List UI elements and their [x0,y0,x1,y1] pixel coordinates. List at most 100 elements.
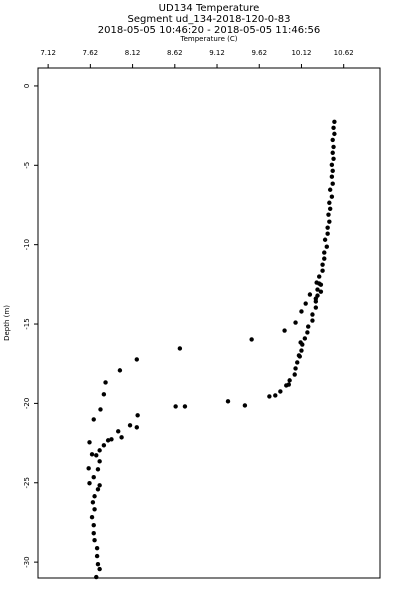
x-tick-label: 8.62 [167,49,183,57]
point [95,467,101,472]
time-range: 2018-05-05 10:46:20 - 2018-05-05 11:46:5… [98,25,320,36]
y-tick-label: -25 [23,477,31,488]
point [92,538,97,543]
point [101,443,107,448]
point [317,274,322,279]
y-tick-label: -10 [23,239,31,250]
y-tick-label: -20 [23,398,31,409]
point [91,475,96,480]
point [95,487,101,492]
point [299,309,304,314]
point [306,324,311,329]
y-tick-label: -15 [23,318,31,329]
point [332,119,337,125]
point [225,399,231,404]
point [296,353,302,358]
point [249,337,254,342]
point [314,280,319,285]
point [322,256,327,261]
point [325,231,330,236]
point [322,237,328,242]
point [303,301,308,306]
point [287,378,292,383]
chart-subtitle: Segment ud_134-2018-120-0-83 [127,14,290,25]
point [90,500,96,505]
point [273,393,278,398]
point [310,318,315,323]
point [286,382,291,387]
point [307,292,313,297]
point [91,522,96,528]
point [134,425,139,430]
point [97,566,102,572]
point [295,360,300,365]
x-tick-label: 9.12 [209,49,225,57]
point [89,515,95,520]
point [320,262,325,267]
point [331,144,336,150]
point [117,368,123,373]
point [94,453,99,458]
point [86,466,91,471]
point [97,483,102,488]
point [315,287,320,292]
point [292,372,297,377]
point [322,250,327,255]
point [94,545,100,551]
point [182,404,188,409]
point [324,244,329,249]
point [135,413,140,418]
point [330,168,335,174]
point [98,407,103,412]
y-tick-label: -30 [23,556,31,567]
point [282,328,287,333]
y-axis-label: Depth (m) [3,305,11,341]
y-tick-label: 0 [23,84,31,88]
point [91,417,96,422]
point [327,187,333,192]
point [318,282,324,287]
point [327,219,332,224]
point [330,181,335,186]
point [116,429,121,434]
point [329,194,335,199]
point [313,305,319,310]
point [293,366,298,371]
point [87,440,92,445]
point [325,225,330,230]
point [119,435,124,440]
point [302,336,308,341]
point [105,438,111,443]
point [327,206,333,211]
point [127,423,133,428]
point [278,389,283,394]
point [305,330,310,335]
point [329,174,335,179]
point [330,150,335,155]
point [310,312,315,317]
point [91,531,96,536]
point [320,268,325,273]
point [327,200,332,205]
x-tick-label: 7.12 [40,49,56,57]
point [330,137,335,143]
point [95,561,101,567]
point [94,553,100,559]
point [329,162,335,168]
point [293,320,298,325]
point [92,494,97,499]
point [92,507,97,512]
x-tick-label: 10.12 [291,49,311,57]
point [242,403,248,408]
x-axis-label: Temperature (C) [180,35,238,43]
point [94,574,99,580]
point [331,125,336,131]
point [101,392,107,397]
x-tick-label: 10.62 [334,49,354,57]
point [318,289,324,294]
x-tick-label: 8.12 [125,49,141,57]
x-tick-label: 7.62 [83,49,99,57]
point [326,212,331,217]
point [87,481,92,486]
